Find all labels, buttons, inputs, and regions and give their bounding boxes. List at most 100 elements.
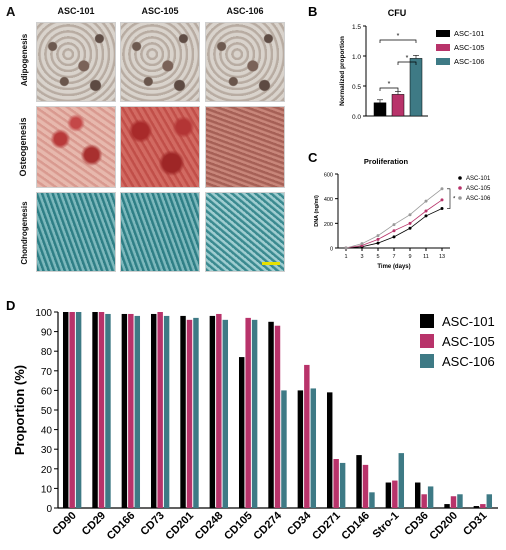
legend-marker-asc-101 <box>458 176 462 180</box>
panel-b-letter: B <box>308 4 317 19</box>
row-label-adipogenesis: Adipogenesis <box>20 33 29 87</box>
x-tick-label: 9 <box>408 254 411 260</box>
x-tick-label: CD31 <box>461 510 489 538</box>
legend-swatch-asc-106 <box>420 354 434 368</box>
micrograph-osteogenesis-asc-101 <box>36 106 116 188</box>
bar-asc-101-cd200 <box>444 504 450 508</box>
x-tick-label: CD274 <box>251 509 284 542</box>
y-tick-label: 60 <box>41 386 53 397</box>
x-tick-label: CD271 <box>310 510 343 543</box>
legend-label: ASC-101 <box>454 29 484 38</box>
legend-label: ASC-106 <box>442 354 495 369</box>
x-tick-label: 13 <box>439 254 445 260</box>
bar-asc-106-cd31 <box>486 494 493 508</box>
significance-bracket <box>379 87 399 91</box>
bar-asc-105-cd34 <box>304 364 310 508</box>
scale-bar <box>262 262 280 265</box>
bar-asc-101-cd31 <box>473 506 480 508</box>
column-title-asc-101: ASC-101 <box>57 6 95 16</box>
micrograph-adipogenesis-asc-106 <box>205 22 285 102</box>
micrograph-adipogenesis-asc-105 <box>120 22 200 102</box>
point-asc-101 <box>440 207 444 211</box>
y-tick-label: 80 <box>41 347 53 358</box>
bar-asc-106-cd201 <box>193 317 199 508</box>
bar-asc-105-cd105 <box>245 317 251 508</box>
bar-asc-101-cd248 <box>209 315 216 508</box>
bar-asc-101-cd105 <box>238 357 245 508</box>
chart-title: CFU <box>388 8 407 18</box>
legend-label: ASC-106 <box>466 196 491 202</box>
legend-label: ASC-101 <box>442 314 495 329</box>
point-asc-105 <box>440 198 444 202</box>
micrograph-adipogenesis-asc-101 <box>36 22 116 102</box>
cfu-chart: B CFU 0.0 0.5 1.0 1.5 Normalized proportion * * *… <box>308 4 484 121</box>
chart-title: Proliferation <box>364 157 409 166</box>
point-asc-105 <box>424 209 428 213</box>
bar-asc-105-cd201 <box>186 319 193 508</box>
bar-asc-106-cd248 <box>222 319 229 508</box>
bar-asc-101-cd201 <box>180 315 186 508</box>
significance-bracket <box>447 188 451 209</box>
bar-asc-106-cd200 <box>457 494 463 508</box>
legend-label: ASC-101 <box>466 176 491 182</box>
bar-asc-105-cd29 <box>98 312 105 508</box>
legend-swatch-asc-106 <box>436 58 450 65</box>
bar-asc-106-cd105 <box>251 319 258 508</box>
row-label-osteogenesis: Osteogenesis <box>18 117 28 177</box>
bar-asc-105-cd36 <box>421 494 427 508</box>
y-tick-label: 40 <box>41 426 53 437</box>
bar-asc-106-cd73 <box>163 315 170 508</box>
bar-asc-101-cd271 <box>326 392 333 508</box>
x-tick-label: CD200 <box>427 510 460 543</box>
bar-asc-106-stro-1 <box>398 453 405 508</box>
y-tick-label: 1.0 <box>352 54 361 61</box>
bar-asc-101-stro-1 <box>385 482 392 508</box>
significance-star: * <box>406 55 409 62</box>
panel-c-letter: C <box>308 150 318 165</box>
bar-asc-105-stro-1 <box>392 480 398 508</box>
y-tick-label: 100 <box>35 308 52 319</box>
point-asc-106 <box>408 213 412 217</box>
y-tick-label: 1.5 <box>352 24 361 31</box>
micrograph-osteogenesis-asc-106 <box>205 106 285 188</box>
bar-asc-101-cd73 <box>150 313 157 508</box>
bar-asc-105-cd73 <box>157 312 163 508</box>
bar-asc-105-cd31 <box>480 504 486 508</box>
x-axis-label: Time (days) <box>377 264 410 270</box>
column-title-asc-106: ASC-106 <box>226 6 264 16</box>
y-tick-label: 0 <box>330 247 333 253</box>
point-asc-106 <box>344 246 348 250</box>
legend-label: ASC-105 <box>454 43 484 52</box>
bar-asc-106-cd166 <box>134 315 141 508</box>
bar-asc-106-cd34 <box>310 388 317 508</box>
point-asc-101 <box>408 226 412 230</box>
bar-asc-106-cd271 <box>339 462 346 508</box>
bar-asc-101 <box>373 102 387 117</box>
point-asc-105 <box>392 229 396 233</box>
micrograph-chondrogenesis-asc-101 <box>36 192 116 272</box>
bar-asc-101-cd34 <box>297 390 304 508</box>
x-tick-label: CD248 <box>193 510 226 543</box>
y-tick-label: 70 <box>41 367 53 378</box>
significance-star: * <box>453 197 456 203</box>
point-asc-101 <box>392 235 396 239</box>
bar-asc-106-cd36 <box>427 486 434 508</box>
panel-a-letter: A <box>6 4 16 19</box>
bar-asc-105-cd90 <box>69 312 75 508</box>
x-tick-label: 7 <box>392 254 395 260</box>
legend-swatch-asc-105 <box>420 334 434 348</box>
x-tick-label: 5 <box>376 254 379 260</box>
point-asc-106 <box>424 199 428 203</box>
bar-asc-101-cd146 <box>356 455 362 508</box>
legend-swatch-asc-105 <box>436 44 450 51</box>
x-tick-label: CD201 <box>163 510 196 543</box>
y-tick-label: 10 <box>41 484 53 495</box>
x-tick-label: CD166 <box>105 510 138 543</box>
significance-bracket <box>397 61 417 65</box>
y-tick-label: 30 <box>41 445 53 456</box>
significance-star: * <box>397 33 400 40</box>
micrograph-chondrogenesis-asc-105 <box>120 192 200 272</box>
bar-asc-106-cd146 <box>369 492 375 508</box>
legend-swatch-asc-101 <box>436 30 450 37</box>
